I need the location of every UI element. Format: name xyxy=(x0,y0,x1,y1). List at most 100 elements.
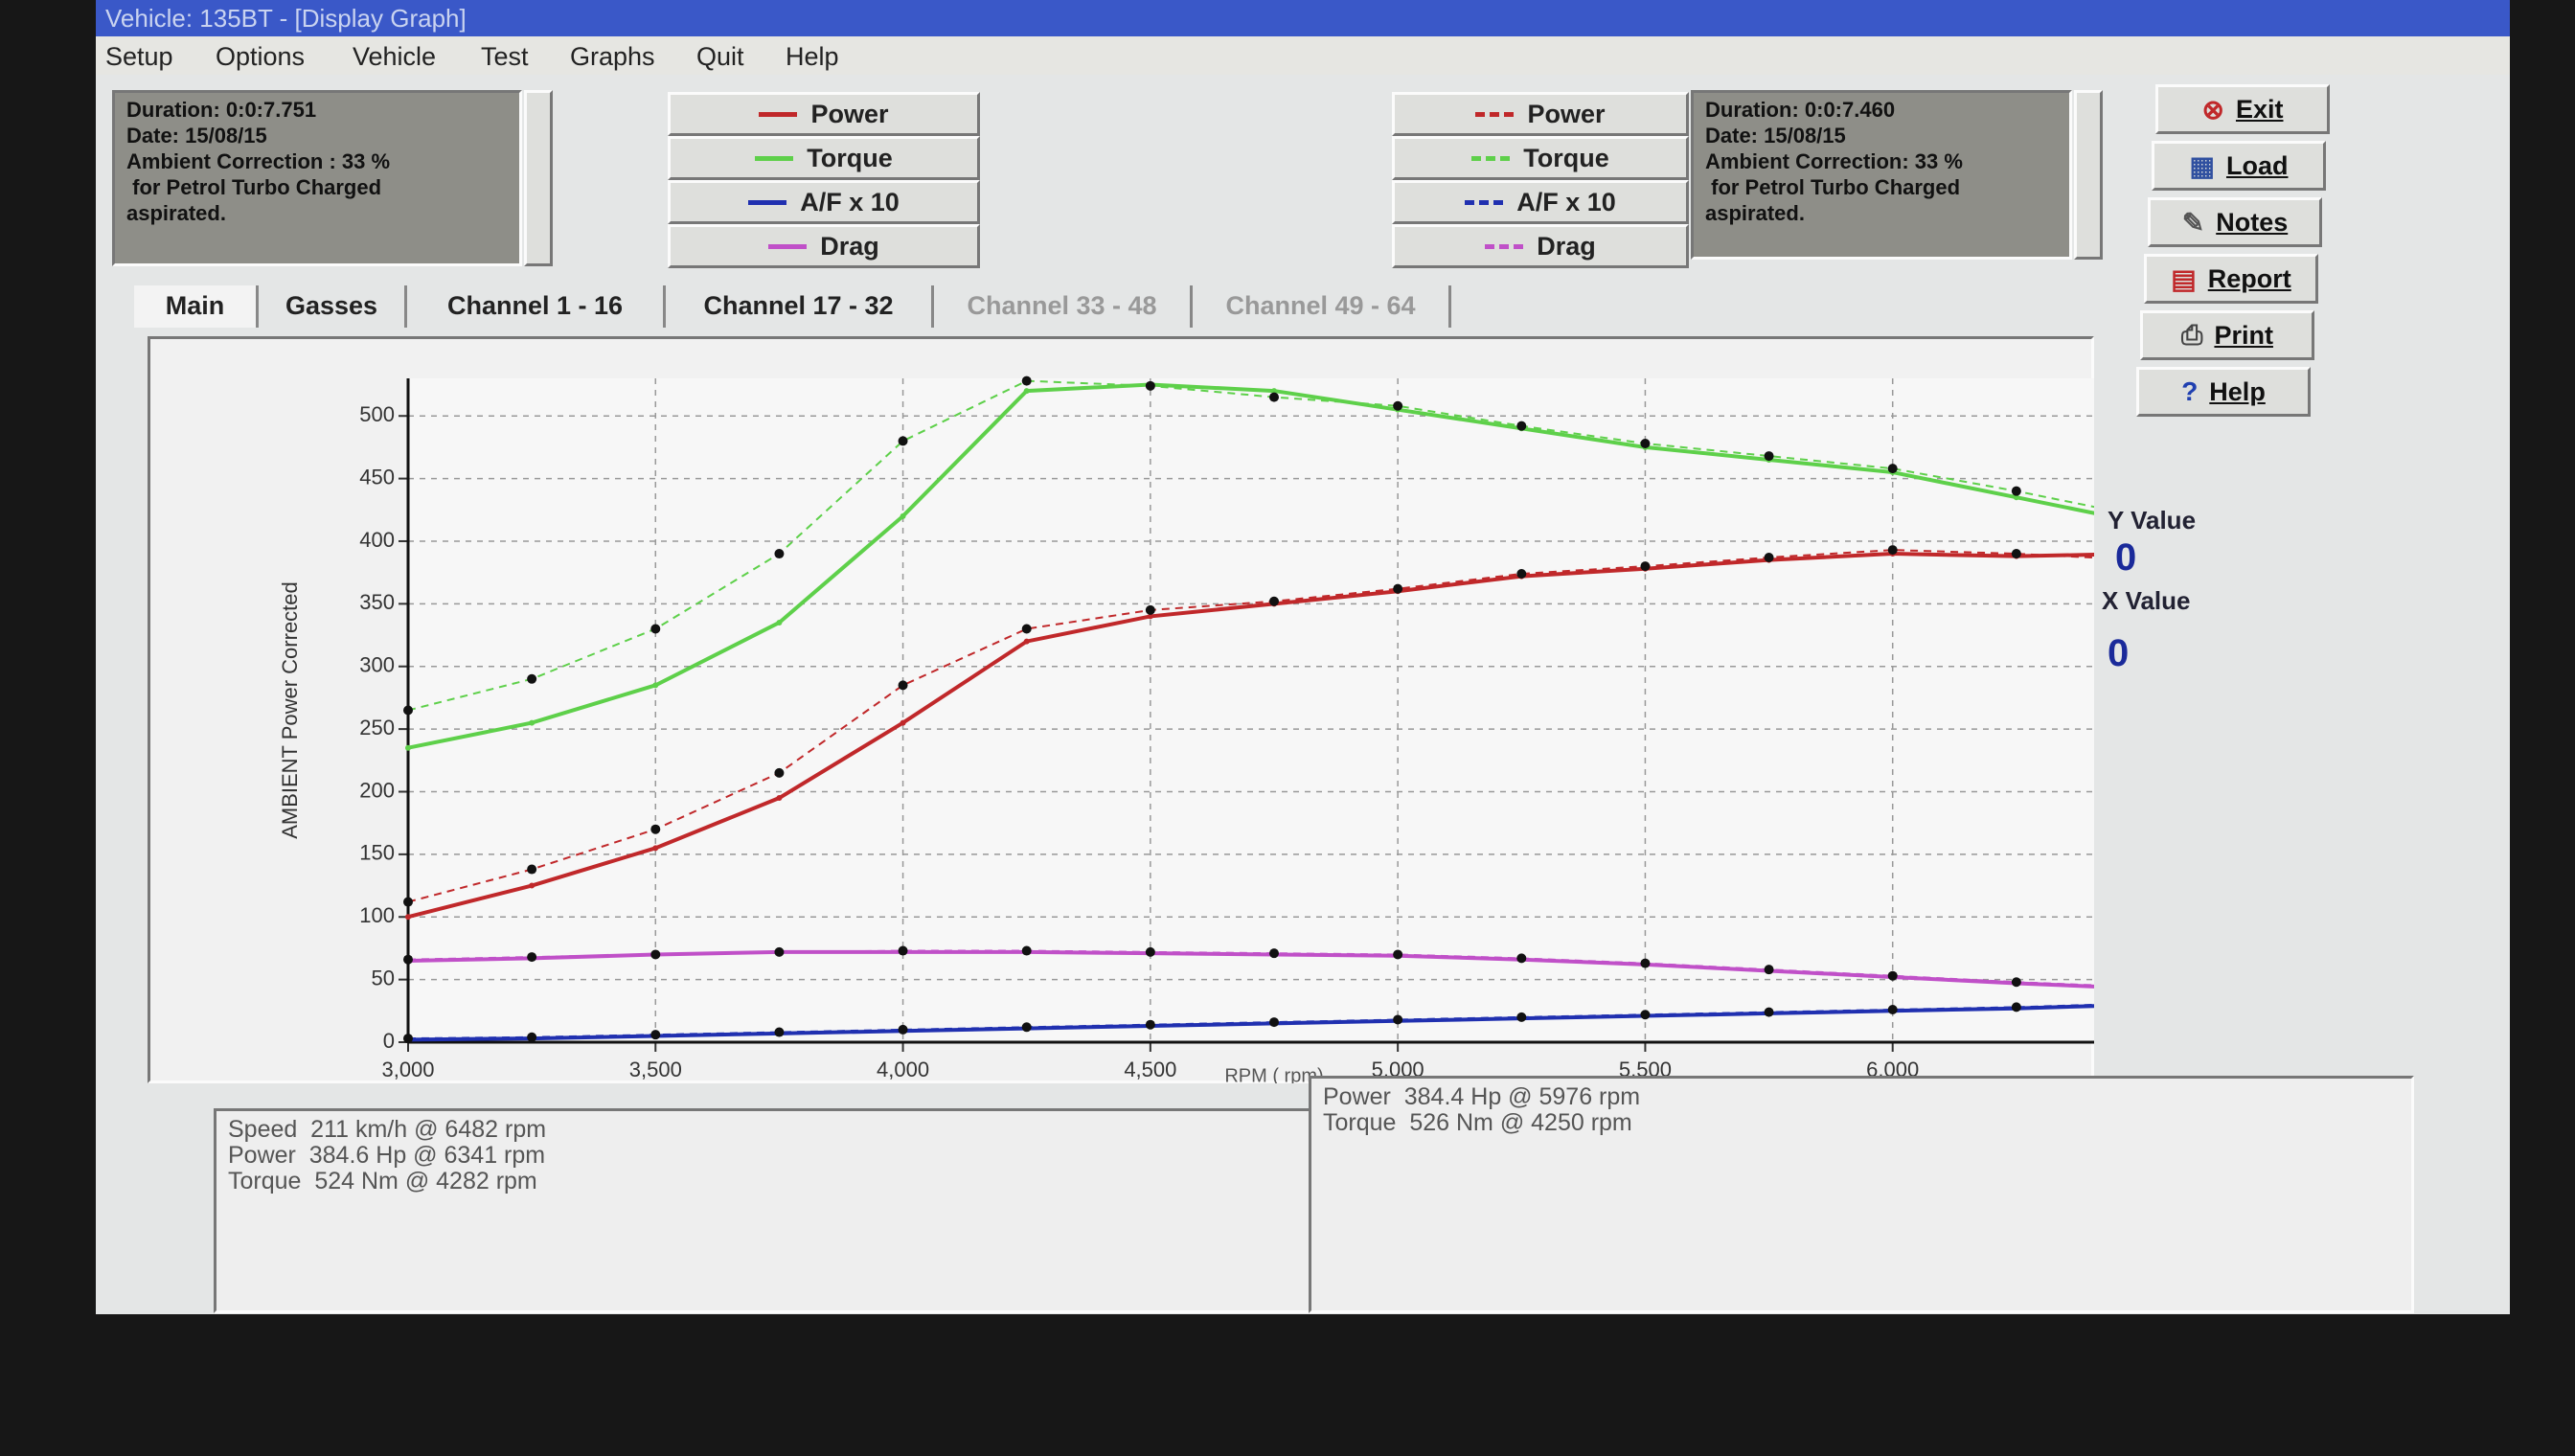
menu-item[interactable]: Options xyxy=(216,42,306,71)
data-point xyxy=(529,719,536,726)
y-tick-label: 0 xyxy=(383,1029,395,1053)
data-point xyxy=(1269,392,1279,402)
x-axis-label: RPM ( rpm) xyxy=(1224,1065,1323,1083)
button-label: Notes xyxy=(2216,207,2289,237)
y-tick-label: 100 xyxy=(359,903,395,927)
scrollbar[interactable] xyxy=(524,90,553,266)
cursor-readout: Y Value 0 X Value 0 xyxy=(2098,498,2347,690)
legend-swatch xyxy=(768,243,808,249)
scrollbar[interactable] xyxy=(2074,90,2103,260)
data-point xyxy=(405,744,411,751)
info-line: Duration: 0:0:7.751 xyxy=(126,98,317,122)
data-point xyxy=(1021,624,1032,634)
tab[interactable]: Channel 17 - 32 xyxy=(666,285,934,328)
legend-item[interactable]: Drag xyxy=(668,224,980,268)
x-tick-label: 3,000 xyxy=(381,1058,434,1081)
tab[interactable]: Main xyxy=(134,285,259,328)
button[interactable]: ⊗ Exit xyxy=(2155,84,2330,134)
data-point xyxy=(1640,438,1651,448)
summary-line: Power 384.6 Hp @ 6341 rpm xyxy=(228,1142,546,1169)
y-tick-label: 250 xyxy=(359,716,395,739)
button-label: Help xyxy=(2209,376,2266,406)
legend-swatch xyxy=(1465,199,1504,205)
menu-item[interactable]: Vehicle xyxy=(353,42,437,71)
button[interactable]: ▦ Load xyxy=(2152,141,2326,191)
data-point xyxy=(2011,977,2021,988)
data-point xyxy=(900,719,906,726)
data-point xyxy=(1393,400,1403,411)
info-line: Date: 15/08/15 xyxy=(1705,124,1846,148)
data-point xyxy=(1764,552,1774,562)
y-tick-label: 400 xyxy=(359,528,395,552)
legend-item[interactable]: A/F x 10 xyxy=(668,180,980,224)
legend-swatch xyxy=(748,199,787,205)
button[interactable]: ▤ Report xyxy=(2144,254,2318,304)
legend-label: Drag xyxy=(820,231,879,261)
legend-swatch xyxy=(1471,155,1511,161)
legend-swatch xyxy=(759,111,798,117)
legend-item[interactable]: Torque xyxy=(1392,136,1689,180)
x-tick-label: 4,500 xyxy=(1124,1058,1176,1081)
data-point xyxy=(1147,613,1153,620)
data-point xyxy=(2011,486,2021,496)
data-point xyxy=(1764,451,1774,462)
legend-swatch xyxy=(1475,111,1515,117)
menu-item[interactable]: Help xyxy=(786,42,839,71)
data-point xyxy=(1393,949,1403,960)
data-point xyxy=(1269,596,1279,606)
y-tick-label: 200 xyxy=(359,778,395,802)
button-label: Print xyxy=(2214,320,2273,350)
menu-item[interactable]: Setup xyxy=(105,42,173,71)
legend-label: Torque xyxy=(807,143,893,172)
tab[interactable]: Gasses xyxy=(259,285,407,328)
legend-label: Drag xyxy=(1537,231,1596,261)
data-point xyxy=(1640,958,1651,968)
legend-item[interactable]: Drag xyxy=(1392,224,1689,268)
y-tick-label: 50 xyxy=(372,966,395,990)
legend-item[interactable]: Power xyxy=(668,92,980,136)
legend-swatch xyxy=(755,155,794,161)
tab[interactable]: Channel 49 - 64 xyxy=(1193,285,1451,328)
button[interactable]: ? Help xyxy=(2136,367,2311,417)
menu-item[interactable]: Graphs xyxy=(570,42,655,71)
data-point xyxy=(652,845,659,852)
menu-item[interactable]: Test xyxy=(481,42,529,71)
tab[interactable]: Channel 33 - 48 xyxy=(934,285,1193,328)
data-point xyxy=(774,767,785,778)
info-line: for Petrol Turbo Charged xyxy=(126,175,382,199)
data-point xyxy=(2011,1002,2021,1012)
button[interactable]: ✎ Notes xyxy=(2148,197,2322,247)
series-line xyxy=(407,1003,2094,1040)
y-tick-label: 500 xyxy=(359,402,395,426)
button-icon: ▤ xyxy=(2171,263,2197,294)
button-icon: ⎙ xyxy=(2181,319,2203,350)
button[interactable]: ⎙ Print xyxy=(2140,310,2314,360)
data-point xyxy=(898,1024,908,1035)
data-point xyxy=(1887,545,1898,556)
data-point xyxy=(1021,1022,1032,1033)
data-point xyxy=(898,945,908,956)
y-value: 0 xyxy=(2115,536,2137,579)
button-icon: ? xyxy=(2181,376,2199,406)
menu-item[interactable]: Quit xyxy=(696,42,744,71)
data-point xyxy=(1393,583,1403,594)
legend-item[interactable]: Torque xyxy=(668,136,980,180)
app-window: Vehicle: 135BT - [Display Graph] Setup Op… xyxy=(96,0,2510,1314)
data-point xyxy=(1023,638,1030,645)
x-tick-label: 3,500 xyxy=(629,1058,682,1081)
data-point xyxy=(1887,1005,1898,1015)
y-tick-label: 350 xyxy=(359,590,395,614)
legend-item[interactable]: A/F x 10 xyxy=(1392,180,1689,224)
data-point xyxy=(403,1034,413,1044)
data-point xyxy=(1516,421,1527,431)
data-point xyxy=(898,680,908,691)
data-point xyxy=(527,952,537,963)
legend-item[interactable]: Power xyxy=(1392,92,1689,136)
button-icon: ⊗ xyxy=(2201,94,2224,125)
data-point xyxy=(527,1032,537,1042)
tab-strip: Main Gasses Channel 1 - 16 Channel 17 - 32 C… xyxy=(134,285,1571,328)
data-point xyxy=(652,682,659,689)
data-point xyxy=(2011,549,2021,559)
button-icon: ✎ xyxy=(2181,207,2205,238)
tab[interactable]: Channel 1 - 16 xyxy=(407,285,666,328)
